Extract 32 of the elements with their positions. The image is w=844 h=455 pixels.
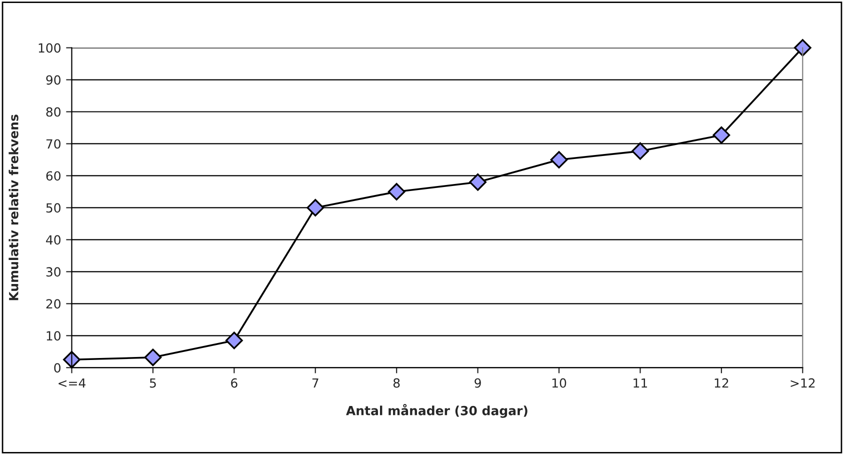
y-axis-title: Kumulativ relativ frekvens — [8, 114, 18, 300]
x-tick-label: 12 — [714, 378, 728, 388]
y-tick-label: 0 — [54, 363, 60, 373]
y-tick-label: 100 — [38, 43, 60, 53]
x-tick-label: 5 — [150, 378, 156, 388]
x-tick-label: 6 — [231, 378, 238, 388]
x-axis-title: Antal månader (30 dagar) — [346, 404, 528, 418]
point — [632, 142, 649, 160]
y-tick-label: 80 — [46, 107, 60, 117]
point — [794, 39, 812, 56]
y-tick-label: 70 — [46, 139, 60, 149]
x-tick-label: 9 — [474, 378, 481, 388]
y-tick-label: 10 — [46, 331, 60, 341]
point — [712, 126, 730, 144]
y-tick-label: 40 — [46, 235, 60, 245]
x-tick-label: >12 — [790, 378, 815, 388]
point — [388, 183, 406, 200]
point — [225, 332, 243, 350]
point — [306, 199, 324, 216]
y-tick-label: 50 — [46, 203, 60, 213]
point — [144, 348, 162, 366]
y-tick-label: 60 — [46, 171, 60, 181]
x-tick-label: 7 — [312, 378, 318, 388]
x-tick-label: 11 — [634, 378, 648, 388]
point — [469, 173, 486, 191]
x-tick-label: 8 — [393, 378, 400, 388]
point — [550, 151, 568, 168]
x-tick-label: 10 — [552, 378, 566, 388]
y-tick-label: 90 — [46, 75, 60, 85]
x-tick-label: <=4 — [58, 378, 86, 388]
y-tick-label: 30 — [46, 267, 60, 277]
y-tick-label: 20 — [46, 299, 60, 309]
